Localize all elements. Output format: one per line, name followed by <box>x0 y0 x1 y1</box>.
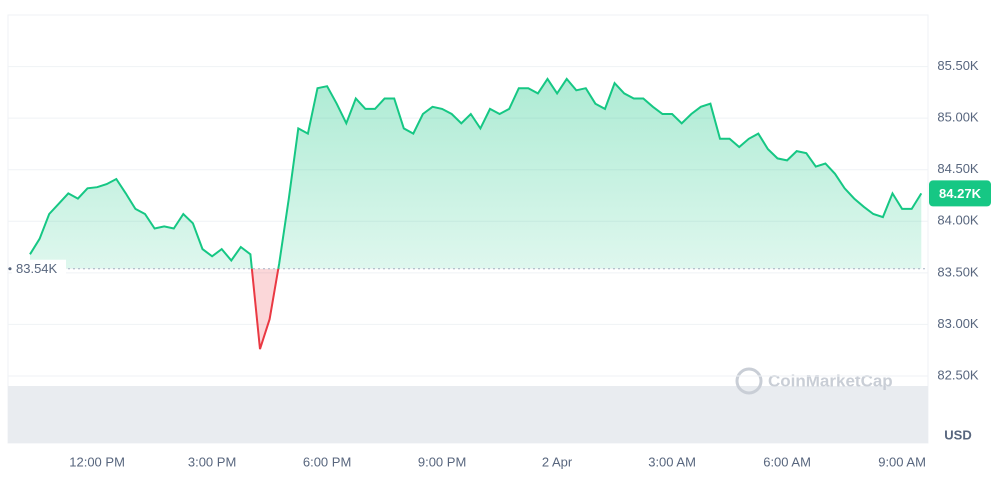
x-tick-label: 3:00 PM <box>188 454 236 469</box>
y-tick-label: 84.00K <box>937 213 979 228</box>
unit-label: USD <box>944 427 971 442</box>
y-tick-label: 82.50K <box>937 367 979 382</box>
x-tick-label: 6:00 AM <box>763 454 811 469</box>
x-tick-label: 9:00 PM <box>418 454 466 469</box>
last-price-label: 84.27K <box>939 186 982 201</box>
baseline-label: 83.54K <box>16 261 58 276</box>
watermark-text: CoinMarketCap <box>768 371 893 390</box>
x-tick-label: 12:00 PM <box>69 454 125 469</box>
price-line-up <box>29 77 923 269</box>
y-tick-label: 85.00K <box>937 110 979 125</box>
y-tick-label: 83.00K <box>937 316 979 331</box>
y-tick-label: 85.50K <box>937 58 979 73</box>
last-price-box <box>929 180 991 207</box>
volume-band <box>8 386 928 443</box>
x-tick-label: 2 Apr <box>542 454 573 469</box>
y-tick-label: 84.50K <box>937 161 979 176</box>
area-up <box>30 78 922 269</box>
x-tick-label: 3:00 AM <box>648 454 696 469</box>
baseline-dot <box>8 267 12 271</box>
baseline-label-bg <box>12 259 66 278</box>
x-tick-label: 6:00 PM <box>303 454 351 469</box>
y-tick-label: 83.50K <box>937 264 979 279</box>
x-tick-label: 9:00 AM <box>878 454 926 469</box>
